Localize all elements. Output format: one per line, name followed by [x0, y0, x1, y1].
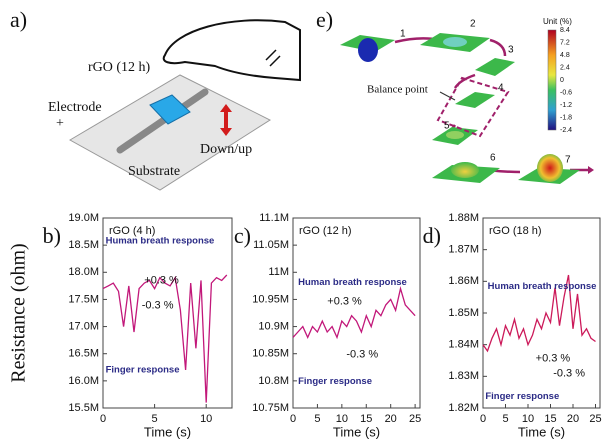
unit: Unit (%): [543, 17, 572, 26]
annotation: -0.3 %: [142, 299, 174, 311]
diagram-a: a) rGO (12 h) Electrode + Down/up Substr…: [10, 7, 300, 190]
colorbar-label: 4.8: [560, 52, 570, 59]
panel-label: c): [234, 223, 251, 248]
y-tick-label: 15.5M: [68, 402, 99, 414]
x-tick-label: 5: [314, 413, 320, 425]
y-axis-label: Resistance (ohm): [8, 243, 30, 382]
y-tick-label: 16.5M: [68, 348, 99, 360]
y-tick-label: 19.0M: [68, 212, 99, 224]
colorbar-label: 7.2: [560, 39, 570, 46]
x-tick-label: 20: [567, 413, 579, 425]
step: 7: [565, 155, 571, 166]
plot-frame: [103, 218, 232, 408]
dip: [358, 38, 378, 62]
label: rGO (12 h): [88, 60, 151, 75]
chart-title: rGO (12 h): [299, 225, 352, 237]
surface: [455, 92, 495, 108]
bump: [443, 37, 467, 47]
finger: [164, 20, 300, 80]
figure: a) rGO (12 h) Electrode + Down/up Substr…: [0, 0, 609, 439]
y-tick-label: 11.1M: [259, 212, 289, 224]
label: +: [56, 116, 64, 131]
colorbar-label: -0.6: [560, 89, 572, 96]
x-tick-label: 15: [544, 413, 556, 425]
y-tick-label: 10.9M: [258, 320, 289, 332]
annotation: Human breath response: [488, 281, 597, 292]
y-tick-label: 11.05M: [253, 239, 289, 251]
y-tick-label: 1.88M: [448, 212, 479, 224]
annotation: +0.3 %: [144, 275, 179, 287]
y-tick-label: 1.82M: [448, 402, 479, 414]
step: 3: [508, 45, 514, 56]
y-tick-label: 18.0M: [68, 266, 99, 278]
x-axis-label: Time (s): [518, 424, 565, 439]
y-tick-label: 10.95M: [252, 293, 289, 305]
annotation: +0.3 %: [536, 353, 571, 365]
y-tick-label: 16.0M: [68, 375, 99, 387]
annotation: Finger response: [298, 376, 372, 387]
panel-label: d): [423, 223, 441, 248]
colorbar-label: 2.4: [560, 64, 570, 71]
y-tick-label: 1.83M: [448, 370, 479, 382]
x-tick-label: 0: [100, 413, 106, 425]
arrow-head: [588, 166, 594, 174]
x-tick-label: 5: [152, 413, 158, 425]
x-tick-label: 25: [409, 413, 421, 425]
chart-title: rGO (18 h): [489, 225, 542, 237]
annotation: Finger response: [485, 391, 559, 402]
label: Substrate: [128, 164, 180, 179]
y-tick-label: 1.87M: [448, 244, 479, 256]
x-tick-label: 5: [502, 413, 508, 425]
step: 6: [490, 153, 496, 164]
colorbar-label: 8.4: [560, 27, 570, 34]
y-tick-label: 10.85M: [252, 348, 289, 360]
surface: [475, 58, 515, 76]
colorbar-label: -2.4: [560, 127, 572, 134]
annotation: -0.3 %: [553, 368, 585, 380]
y-tick-label: 1.85M: [448, 307, 479, 319]
step: 4: [498, 83, 504, 94]
annotation: +0.3 %: [327, 296, 362, 308]
annotation: Human breath response: [106, 235, 215, 246]
bump: [451, 162, 479, 178]
x-tick-label: 25: [589, 413, 601, 425]
x-axis-label: Time (s): [333, 424, 380, 439]
panel-label: a): [10, 7, 27, 32]
colorbar-label: 0: [560, 77, 564, 84]
y-tick-label: 18.5M: [68, 239, 99, 251]
panel-label: b): [43, 223, 61, 248]
colorbar-label: -1.8: [560, 114, 572, 121]
y-tick-label: 17.0M: [68, 320, 99, 332]
x-tick-label: 10: [522, 413, 534, 425]
x-tick-label: 0: [480, 413, 486, 425]
bump: [446, 131, 464, 139]
step: 1: [400, 29, 406, 40]
annotation: -0.3 %: [346, 349, 378, 361]
y-tick-label: 17.5M: [68, 293, 99, 305]
annotation: Finger response: [106, 365, 180, 376]
x-tick-label: 15: [360, 413, 372, 425]
y-tick-label: 1.84M: [448, 339, 479, 351]
x-tick-label: 10: [336, 413, 348, 425]
y-tick-label: 1.86M: [448, 275, 479, 287]
label: Balance point: [367, 84, 428, 96]
x-axis-label: Time (s): [144, 424, 191, 439]
annotation: Human breath response: [298, 277, 407, 288]
peak: [537, 154, 563, 182]
x-tick-label: 10: [200, 413, 212, 425]
x-tick-label: 0: [290, 413, 296, 425]
colorbar: [548, 30, 556, 130]
panel-label: e): [316, 7, 333, 32]
y-tick-label: 10.8M: [258, 375, 289, 387]
label: Electrode: [48, 100, 102, 115]
y-tick-label: 11M: [268, 266, 289, 278]
diagram-e: e) 1 2 3 4 5 6 7 Balance point Unit (%): [316, 7, 594, 184]
step: 2: [470, 19, 476, 30]
leader: [440, 92, 455, 100]
step: 5: [444, 121, 450, 132]
label: Down/up: [200, 142, 252, 157]
colorbar-label: -1.2: [560, 102, 572, 109]
y-tick-label: 10.75M: [252, 402, 289, 414]
x-tick-label: 20: [385, 413, 397, 425]
